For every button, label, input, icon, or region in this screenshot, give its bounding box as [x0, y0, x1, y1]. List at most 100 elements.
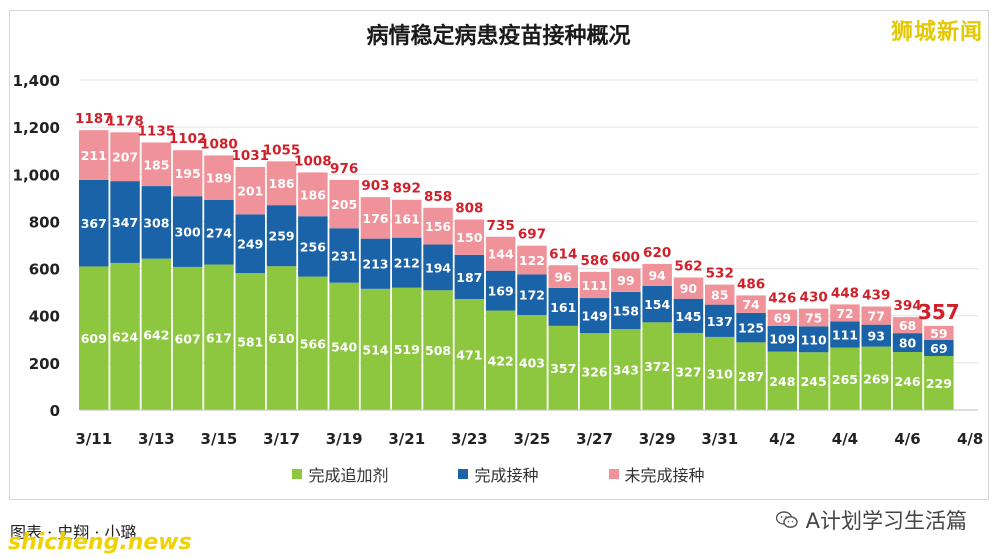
bar-segment	[172, 196, 203, 267]
y-tick-label: 1,000	[13, 166, 60, 184]
total-label: 586	[580, 253, 608, 269]
bar-segment	[830, 321, 860, 348]
data-label: 122	[519, 253, 545, 268]
bar-segment	[485, 270, 516, 311]
data-label: 149	[582, 309, 608, 324]
data-label: 72	[836, 306, 853, 321]
bar-segment	[579, 333, 610, 410]
bar-segment	[141, 258, 172, 410]
data-label: 540	[331, 339, 357, 354]
data-label: 357	[550, 361, 576, 376]
data-label: 308	[143, 215, 169, 230]
total-label: 892	[393, 181, 421, 197]
data-label: 137	[707, 314, 733, 329]
total-label: 562	[674, 259, 702, 275]
bar-segment	[798, 326, 829, 353]
legend-swatch-booster	[292, 469, 303, 479]
data-label: 519	[394, 342, 420, 357]
data-label: 109	[769, 332, 795, 347]
bar-segment	[485, 310, 516, 410]
bar-segment	[924, 325, 954, 340]
bar-segment	[298, 172, 328, 217]
data-label: 607	[175, 331, 201, 346]
wechat-account[interactable]: A计划学习生活篇	[775, 505, 967, 535]
data-label: 85	[711, 288, 728, 303]
data-label: 185	[143, 157, 169, 172]
total-label: 430	[800, 290, 828, 306]
bar-segment	[736, 342, 766, 410]
bar-segment	[329, 282, 359, 410]
bar-segment	[110, 181, 140, 263]
total-label: 1080	[200, 136, 238, 152]
bar-segment	[392, 237, 422, 288]
legend-item-booster: 完成追加剂	[292, 462, 388, 486]
bar-segment	[611, 268, 641, 292]
bar-segment	[736, 312, 766, 343]
total-label: 614	[549, 246, 577, 262]
legend-item-incomplete: 未完成接种	[608, 462, 705, 486]
bar-segment	[767, 351, 798, 410]
y-tick-label: 1,400	[13, 72, 60, 90]
data-label: 566	[300, 336, 326, 351]
chart-title: 病情稳定病患疫苗接种概况	[366, 24, 631, 49]
data-label: 74	[742, 297, 760, 312]
data-label: 195	[175, 166, 201, 181]
data-label: 274	[206, 225, 232, 240]
y-tick-label: 600	[29, 261, 60, 279]
data-label: 161	[550, 300, 576, 315]
y-tick-label: 400	[29, 308, 60, 326]
bar-segment	[454, 254, 485, 299]
total-label: 426	[768, 291, 796, 307]
data-label: 256	[300, 239, 326, 254]
data-label: 77	[868, 309, 885, 324]
bar-segment	[298, 276, 328, 410]
data-label: 617	[206, 330, 232, 345]
data-label: 471	[456, 347, 482, 362]
data-label: 144	[488, 247, 514, 262]
bar-segment	[705, 304, 735, 337]
data-label: 59	[930, 326, 947, 341]
bar-segment	[79, 130, 109, 180]
total-label: 1135	[138, 123, 176, 139]
x-tick-label: 4/8	[957, 430, 983, 448]
bar-segment	[673, 298, 704, 333]
data-label: 514	[362, 342, 388, 357]
total-label: 697	[518, 227, 546, 243]
bar-segment	[360, 288, 391, 410]
x-tick-label: 3/19	[326, 430, 363, 448]
bar-segment	[360, 238, 391, 289]
data-label: 327	[675, 364, 701, 379]
data-label: 94	[648, 268, 666, 283]
bar-segment	[298, 216, 328, 277]
data-label: 265	[832, 372, 858, 387]
data-label: 189	[206, 171, 232, 186]
data-label: 110	[801, 332, 827, 347]
total-label: 1178	[106, 113, 144, 129]
brand-logo: 狮城新闻	[890, 20, 983, 45]
watermark: shicheng.news	[8, 530, 192, 555]
bar-segment	[204, 264, 234, 410]
chart-caption: 图表 · 史翔 · 小璐	[10, 523, 137, 542]
bar-segment	[611, 329, 641, 410]
data-label: 186	[269, 176, 295, 191]
total-label: 1031	[231, 148, 269, 164]
bar-segment	[642, 322, 672, 410]
bar-segment	[798, 352, 829, 410]
wechat-account-name: A计划学习生活篇	[805, 509, 967, 533]
x-tick-label: 3/29	[639, 430, 676, 448]
y-tick-label: 0	[50, 402, 60, 420]
data-label: 156	[425, 219, 451, 234]
total-label: 600	[612, 250, 640, 266]
x-tick-label: 3/31	[701, 430, 738, 448]
bar-segment	[235, 166, 265, 215]
total-label: 1102	[169, 131, 207, 147]
data-label: 300	[175, 225, 201, 240]
data-label: 610	[269, 331, 295, 346]
legend-label-booster: 完成追加剂	[308, 466, 389, 485]
data-label: 269	[863, 371, 889, 386]
y-tick-label: 1,200	[13, 119, 60, 137]
bar-segment	[673, 277, 704, 299]
bar-segment	[892, 352, 923, 410]
data-label: 111	[832, 327, 858, 342]
